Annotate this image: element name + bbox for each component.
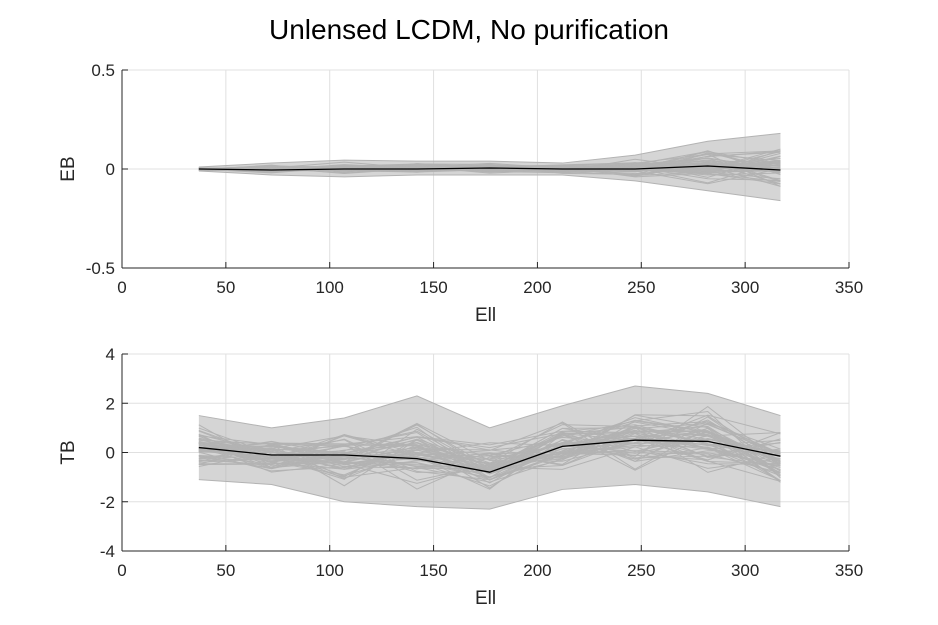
x-tick-label: 150 xyxy=(419,278,447,297)
realization-line xyxy=(198,414,781,477)
mean-line xyxy=(198,439,781,473)
x-tick-label: 100 xyxy=(316,278,344,297)
realization-line xyxy=(198,441,781,471)
y-tick-label: -0.5 xyxy=(86,259,115,278)
realization-line xyxy=(198,432,781,469)
realization-line xyxy=(198,132,781,168)
realization-line xyxy=(198,479,781,510)
y-axis-label: TB xyxy=(58,440,79,464)
x-tick-label: 250 xyxy=(627,278,655,297)
y-tick-label: 0 xyxy=(106,444,115,463)
panel-tb: 0 50 100 150 200 250 300 350 -4 -2 0 2 4 Ell TB xyxy=(58,345,863,609)
mean-line xyxy=(198,165,781,171)
realization-line xyxy=(198,170,781,202)
x-tick-label: 300 xyxy=(731,278,759,297)
x-tick-label: 200 xyxy=(523,561,551,580)
x-tick-label: 50 xyxy=(216,278,235,297)
realization-line xyxy=(198,427,781,483)
realization-line xyxy=(198,421,781,482)
x-tick-label: 250 xyxy=(627,561,655,580)
x-tick-label: 200 xyxy=(523,278,551,297)
x-tick-label: 50 xyxy=(216,561,235,580)
chart-title: Unlensed LCDM, No purification xyxy=(269,14,669,45)
y-tick-label: -2 xyxy=(100,493,115,512)
x-tick-label: 0 xyxy=(117,561,126,580)
x-tick-label: 350 xyxy=(835,278,863,297)
x-axis-label: Ell xyxy=(475,588,496,609)
y-tick-label: -4 xyxy=(100,542,115,561)
y-axis-label: EB xyxy=(58,156,79,181)
realization-line xyxy=(198,385,781,429)
x-tick-label: 300 xyxy=(731,561,759,580)
y-tick-label: 0 xyxy=(106,160,115,179)
realization-line xyxy=(198,443,781,481)
x-tick-label: 150 xyxy=(419,561,447,580)
x-tick-label: 0 xyxy=(117,278,126,297)
realization-line xyxy=(198,425,781,478)
x-tick-label: 100 xyxy=(316,561,344,580)
x-axis-label: Ell xyxy=(475,305,496,326)
realization-line xyxy=(198,157,781,181)
y-tick-label: 2 xyxy=(106,394,115,413)
y-tick-label: 0.5 xyxy=(91,61,115,80)
x-tick-label: 350 xyxy=(835,561,863,580)
y-tick-label: 4 xyxy=(106,345,115,364)
realization-line xyxy=(198,437,781,468)
